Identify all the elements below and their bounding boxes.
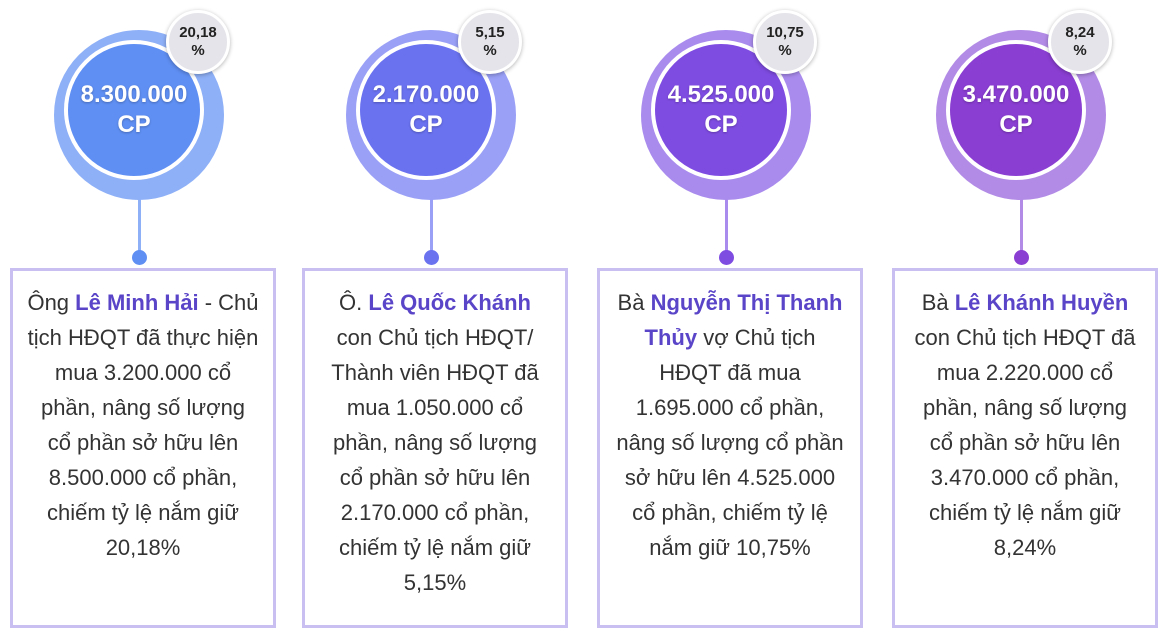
circle-ring: 2.170.000 CP	[346, 30, 516, 200]
prefix: Bà	[617, 290, 651, 315]
connector-dot	[1014, 250, 1029, 265]
unit: CP	[117, 111, 151, 138]
connector	[430, 198, 433, 258]
unit: CP	[704, 111, 738, 138]
amount: 8.300.000	[80, 81, 188, 108]
description: Ông Lê Minh Hải - Chủ tịch HĐQT đã thực …	[10, 268, 276, 628]
percent-badge: 8,24 %	[1048, 10, 1112, 74]
column: 3.470.000 CP 8,24 % Bà Lê Khánh Huyền con C…	[884, 0, 1159, 628]
connector	[138, 198, 141, 258]
prefix: Ô.	[339, 290, 369, 315]
person-name: Nguyễn Thị Thanh Thủy	[644, 290, 843, 350]
prefix: Ông	[27, 290, 76, 315]
column: 8.300.000 CP 20,18 % Ông Lê Minh Hải - Chủ …	[2, 0, 292, 628]
description: Bà Lê Khánh Huyền con Chủ tịch HĐQT đã m…	[892, 268, 1158, 628]
description-text: con Chủ tịch HĐQT/ Thành viên HĐQT đã mu…	[331, 325, 539, 595]
amount: 4.525.000	[667, 81, 775, 108]
description-text: - Chủ tịch HĐQT đã thực hiện mua 3.200.0…	[27, 290, 259, 560]
prefix: Bà	[921, 290, 955, 315]
connector-dot	[719, 250, 734, 265]
description: Bà Nguyễn Thị Thanh Thủy vợ Chủ tịch HĐQ…	[597, 268, 863, 628]
amount: 2.170.000	[372, 81, 480, 108]
circle: 4.525.000 CP	[651, 40, 791, 180]
connector	[1020, 198, 1023, 258]
person-name: Lê Quốc Khánh	[368, 290, 531, 315]
amount: 3.470.000	[962, 81, 1070, 108]
column: 2.170.000 CP 5,15 % Ô. Lê Quốc Khánh con Ch…	[294, 0, 584, 628]
connector	[725, 198, 728, 258]
connector-dot	[132, 250, 147, 265]
connector-dot	[424, 250, 439, 265]
description-text: con Chủ tịch HĐQT đã mua 2.220.000 cổ ph…	[914, 325, 1136, 560]
percent-badge: 10,75 %	[753, 10, 817, 74]
description-text: vợ Chủ tịch HĐQT đã mua 1.695.000 cổ phầ…	[616, 325, 844, 560]
person-name: Lê Minh Hải	[75, 290, 199, 315]
person-name: Lê Khánh Huyền	[954, 290, 1129, 315]
circle: 2.170.000 CP	[356, 40, 496, 180]
column: 4.525.000 CP 10,75 % Bà Nguyễn Thị Thanh Th…	[589, 0, 879, 628]
unit: CP	[999, 111, 1033, 138]
description: Ô. Lê Quốc Khánh con Chủ tịch HĐQT/ Thàn…	[302, 268, 568, 628]
percent-badge: 5,15 %	[458, 10, 522, 74]
unit: CP	[409, 111, 443, 138]
percent-badge: 20,18 %	[166, 10, 230, 74]
